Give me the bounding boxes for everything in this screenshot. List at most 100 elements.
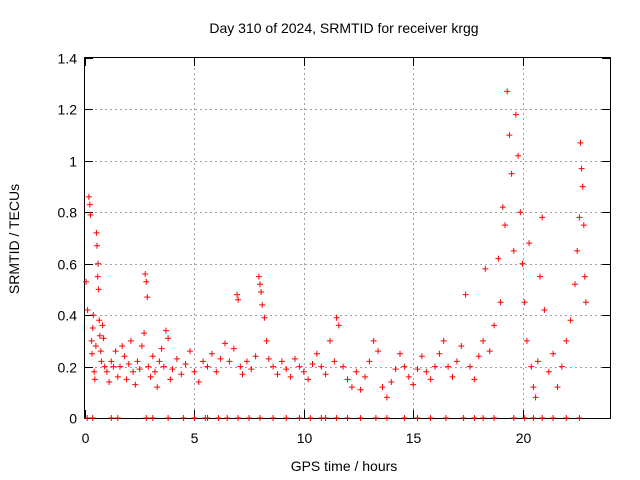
data-point — [331, 358, 338, 365]
data-point — [119, 343, 126, 349]
data-point-zero — [510, 415, 517, 421]
data-point — [508, 170, 515, 177]
data-point — [432, 363, 438, 370]
data-point — [567, 317, 574, 324]
data-point — [274, 371, 281, 378]
data-point-zero — [180, 415, 187, 421]
data-point — [235, 296, 242, 303]
data-point — [414, 366, 421, 373]
data-point — [582, 299, 589, 306]
data-point — [144, 294, 151, 301]
data-point — [145, 363, 152, 370]
data-point — [165, 335, 172, 342]
data-point — [482, 265, 489, 272]
data-point — [523, 337, 530, 344]
data-point — [375, 348, 382, 355]
data-point — [401, 363, 408, 370]
data-point — [512, 111, 519, 118]
data-point — [475, 353, 482, 360]
data-point — [154, 384, 161, 391]
data-point — [558, 363, 565, 370]
data-point — [410, 381, 417, 388]
data-point — [541, 307, 548, 313]
data-point — [152, 368, 158, 375]
data-point — [554, 384, 561, 391]
x-tick-label: 20 — [516, 430, 532, 446]
data-point — [292, 355, 298, 362]
data-point — [322, 371, 329, 378]
data-point — [579, 183, 586, 190]
data-point — [125, 361, 132, 367]
data-point — [436, 350, 443, 357]
data-point — [370, 337, 377, 344]
data-point-zero — [383, 415, 390, 421]
data-point — [418, 353, 425, 360]
x-tick-label: 10 — [297, 430, 313, 446]
data-point — [539, 214, 546, 221]
data-point-zero — [89, 415, 96, 421]
data-point — [121, 353, 128, 360]
data-point — [173, 355, 180, 362]
data-point-zero — [307, 415, 314, 421]
data-point — [108, 358, 115, 365]
y-tick-label: 0 — [69, 411, 77, 427]
data-point — [506, 132, 513, 139]
data-point — [114, 373, 121, 380]
data-point — [103, 368, 110, 375]
y-tick-label: 0.6 — [58, 257, 78, 273]
data-point — [576, 214, 583, 221]
data-point — [167, 376, 174, 383]
data-point — [383, 394, 390, 401]
data-point — [156, 358, 163, 365]
data-point — [112, 348, 119, 355]
data-point — [248, 366, 255, 373]
y-tick-label: 1 — [69, 154, 77, 170]
data-point — [480, 337, 487, 344]
data-point — [99, 322, 106, 329]
data-point — [423, 368, 430, 375]
data-point — [486, 348, 493, 355]
data-point — [278, 358, 285, 365]
data-point — [200, 358, 207, 365]
data-point — [572, 281, 578, 288]
data-point — [366, 358, 373, 365]
data-point — [252, 353, 259, 360]
y-tick-label: 1.2 — [58, 102, 78, 118]
data-point — [95, 260, 102, 267]
data-point — [263, 337, 270, 344]
data-point — [327, 337, 333, 344]
data-point — [84, 307, 91, 313]
y-tick-label: 0.4 — [58, 308, 78, 324]
data-point — [94, 273, 101, 280]
data-point-zero — [539, 415, 546, 421]
data-point-zero — [442, 415, 449, 421]
data-point — [344, 376, 351, 383]
data-point-zero — [460, 415, 467, 421]
data-point — [580, 222, 587, 229]
data-point — [213, 368, 220, 375]
data-point-zero — [108, 415, 115, 421]
data-point-zero — [427, 415, 434, 421]
data-point-zero — [235, 415, 242, 421]
axis-ticks: 0 0.2 0.4 0.6 0.8 1 1.2 1.4 0 5 10 15 20 — [58, 51, 610, 446]
data-point — [545, 368, 552, 375]
data-point-zero — [204, 415, 211, 421]
data-point — [550, 350, 557, 357]
data-point — [226, 358, 233, 365]
data-point — [182, 361, 189, 367]
data-point — [379, 384, 386, 391]
data-point-zero — [246, 415, 253, 421]
data-point — [563, 337, 570, 344]
data-point-zero — [576, 415, 583, 421]
data-point — [537, 273, 543, 280]
data-point-zero — [114, 415, 121, 421]
data-point — [117, 363, 123, 370]
data-point — [127, 337, 134, 344]
data-point — [574, 247, 581, 254]
data-point — [91, 368, 98, 375]
data-point — [392, 366, 399, 373]
data-point — [96, 317, 103, 324]
data-point — [138, 343, 145, 349]
data-point-zero — [283, 415, 290, 421]
data-point — [305, 376, 312, 383]
